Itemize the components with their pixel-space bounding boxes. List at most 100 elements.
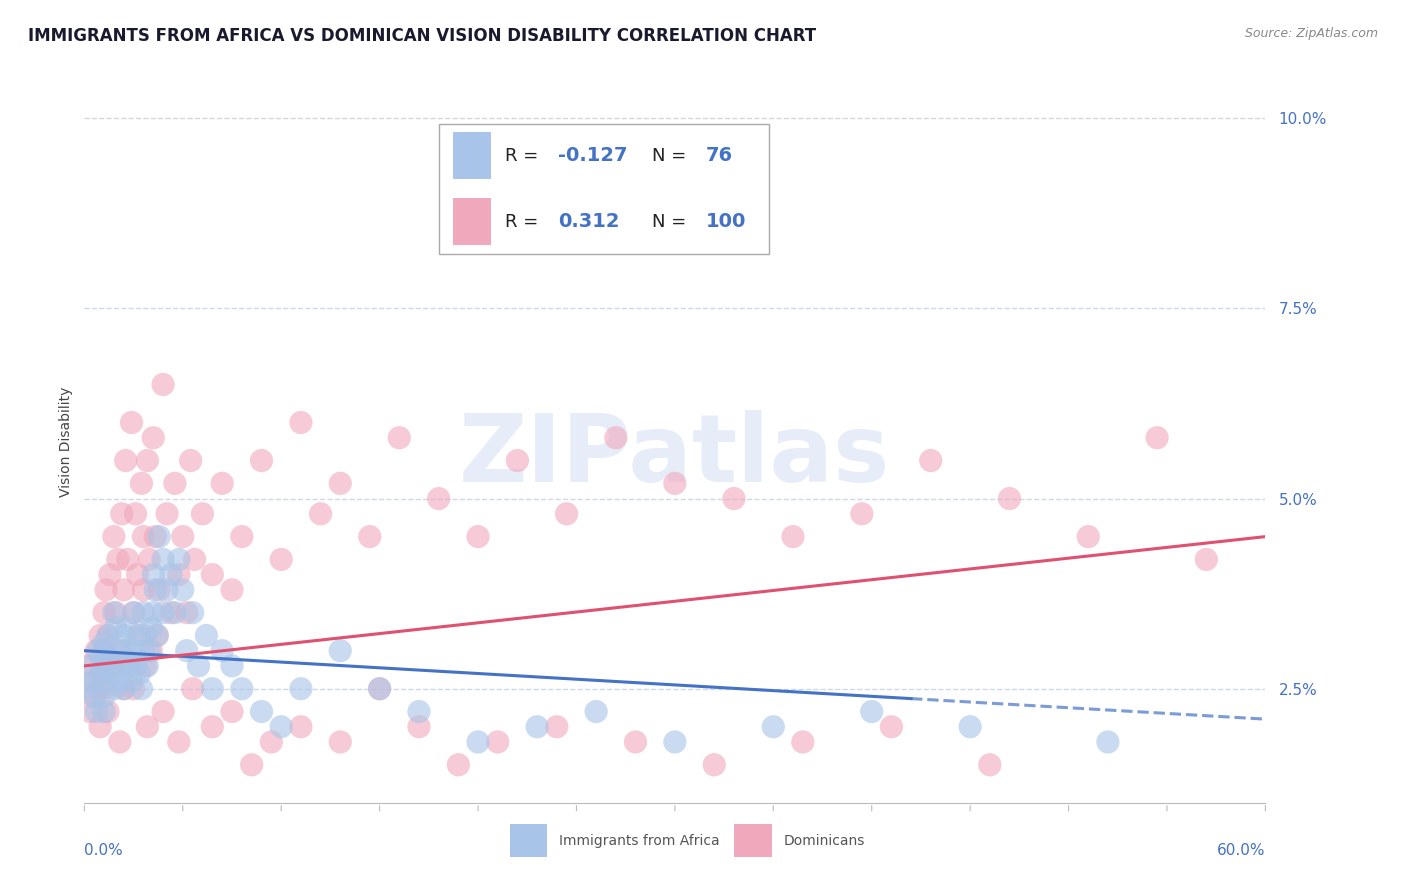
Point [792, 735, 814, 749]
Point [181, 681, 204, 696]
Point [136, 453, 159, 467]
Point [104, 606, 127, 620]
FancyBboxPatch shape [453, 132, 491, 179]
Point [782, 530, 804, 544]
Text: Dominicans: Dominicans [783, 833, 865, 847]
Point [124, 507, 146, 521]
Point [880, 720, 903, 734]
Point [84, 643, 107, 657]
Point [79, 659, 101, 673]
Point [127, 628, 149, 642]
Point [172, 530, 194, 544]
Point [103, 681, 125, 696]
Point [359, 530, 381, 544]
Point [93, 659, 115, 673]
Point [329, 643, 352, 657]
Point [107, 659, 129, 673]
Point [132, 530, 155, 544]
Point [156, 507, 179, 521]
Point [152, 377, 174, 392]
Point [84, 705, 107, 719]
Point [180, 453, 202, 467]
Y-axis label: Vision Disability: Vision Disability [59, 386, 73, 497]
Point [112, 582, 135, 597]
Point [201, 720, 224, 734]
Point [93, 681, 115, 696]
Point [467, 530, 489, 544]
Point [82, 674, 104, 689]
Point [117, 552, 139, 566]
Point [329, 735, 352, 749]
Point [112, 681, 135, 696]
FancyBboxPatch shape [439, 124, 769, 253]
Point [526, 720, 548, 734]
Text: R =: R = [505, 147, 544, 165]
Point [329, 476, 352, 491]
Point [107, 552, 129, 566]
Point [290, 720, 312, 734]
Point [79, 705, 101, 719]
Text: IMMIGRANTS FROM AFRICA VS DOMINICAN VISION DISABILITY CORRELATION CHART: IMMIGRANTS FROM AFRICA VS DOMINICAN VISI… [28, 27, 817, 45]
Point [187, 659, 209, 673]
Point [211, 643, 233, 657]
Point [152, 705, 174, 719]
Point [240, 757, 263, 772]
Point [143, 582, 166, 597]
Point [118, 659, 141, 673]
Point [112, 681, 135, 696]
Point [93, 606, 115, 620]
Point [167, 567, 190, 582]
Text: ZIPatlas: ZIPatlas [460, 410, 890, 502]
Point [762, 720, 785, 734]
Point [555, 507, 578, 521]
Point [605, 431, 627, 445]
Point [506, 453, 529, 467]
Point [160, 567, 183, 582]
Point [141, 621, 163, 635]
Point [427, 491, 450, 506]
FancyBboxPatch shape [453, 198, 491, 245]
Point [183, 552, 205, 566]
Point [97, 628, 120, 642]
Text: 100: 100 [706, 212, 747, 231]
Point [368, 681, 391, 696]
Point [270, 720, 292, 734]
Point [121, 416, 143, 430]
Point [91, 666, 114, 681]
Point [89, 628, 111, 642]
Point [146, 628, 169, 642]
Point [959, 720, 981, 734]
Point [290, 681, 312, 696]
FancyBboxPatch shape [509, 824, 547, 857]
Point [163, 476, 186, 491]
Point [97, 705, 120, 719]
Text: Immigrants from Africa: Immigrants from Africa [560, 833, 720, 847]
Point [148, 530, 170, 544]
Point [486, 735, 509, 749]
Point [250, 705, 273, 719]
Point [87, 681, 110, 696]
Point [201, 681, 224, 696]
Point [91, 651, 114, 665]
Point [167, 552, 190, 566]
Point [368, 681, 391, 696]
Point [93, 690, 115, 704]
Point [447, 757, 470, 772]
Point [211, 476, 233, 491]
Point [138, 552, 160, 566]
Point [181, 606, 204, 620]
Point [132, 643, 155, 657]
Point [82, 674, 104, 689]
Point [998, 491, 1021, 506]
Point [152, 606, 174, 620]
Point [142, 606, 165, 620]
Point [98, 567, 121, 582]
Point [108, 643, 131, 657]
Point [128, 628, 150, 642]
Point [103, 530, 125, 544]
Point [134, 659, 156, 673]
Point [664, 476, 686, 491]
Point [408, 720, 430, 734]
Text: -0.127: -0.127 [558, 146, 627, 165]
Point [94, 643, 117, 657]
